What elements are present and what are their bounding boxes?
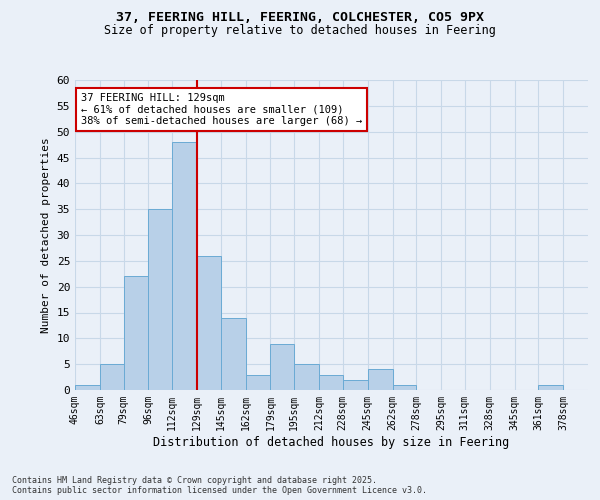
Text: 37, FEERING HILL, FEERING, COLCHESTER, CO5 9PX: 37, FEERING HILL, FEERING, COLCHESTER, C… [116,11,484,24]
Bar [148,209,172,390]
Bar [124,276,148,390]
Bar [221,318,245,390]
Bar [172,142,197,390]
Bar [392,385,416,390]
Bar [100,364,124,390]
Bar [319,374,343,390]
Text: 37 FEERING HILL: 129sqm
← 61% of detached houses are smaller (109)
38% of semi-d: 37 FEERING HILL: 129sqm ← 61% of detache… [81,93,362,126]
Y-axis label: Number of detached properties: Number of detached properties [41,137,51,333]
Bar [197,256,221,390]
Text: Size of property relative to detached houses in Feering: Size of property relative to detached ho… [104,24,496,37]
Bar [294,364,319,390]
Bar [271,344,294,390]
X-axis label: Distribution of detached houses by size in Feering: Distribution of detached houses by size … [154,436,509,448]
Bar [343,380,368,390]
Bar [75,385,100,390]
Bar [368,370,392,390]
Bar [538,385,563,390]
Bar [245,374,271,390]
Text: Contains HM Land Registry data © Crown copyright and database right 2025.
Contai: Contains HM Land Registry data © Crown c… [12,476,427,495]
